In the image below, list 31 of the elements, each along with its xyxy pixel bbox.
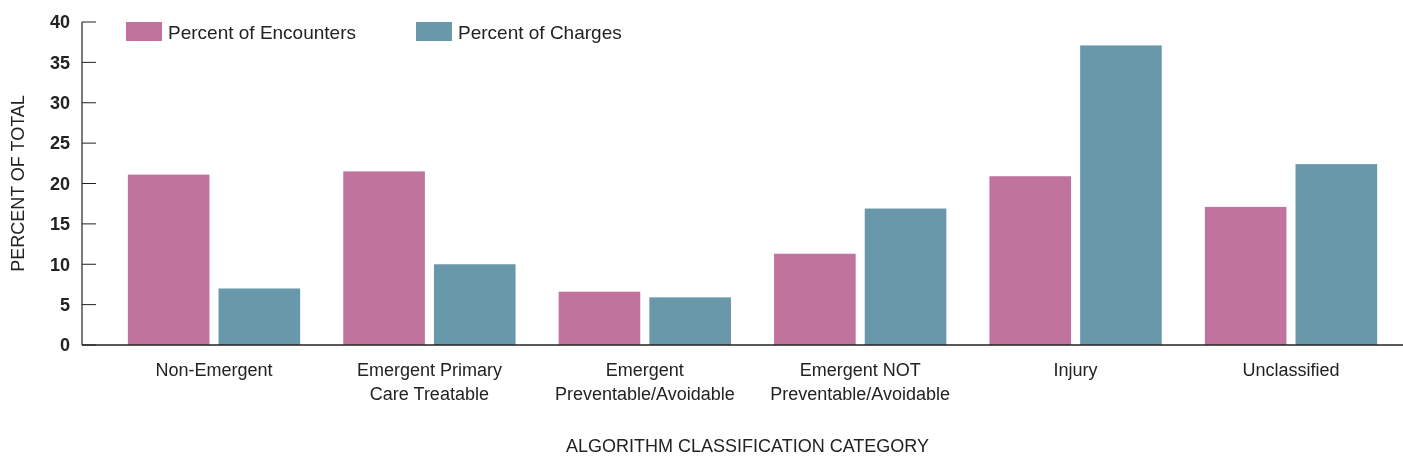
bar bbox=[558, 291, 641, 345]
y-axis-title: PERCENT OF TOTAL bbox=[8, 95, 28, 272]
x-tick-label: Non-Emergent bbox=[155, 360, 273, 380]
x-axis-title: ALGORITHM CLASSIFICATION CATEGORY bbox=[565, 436, 930, 456]
bar bbox=[774, 253, 856, 345]
bar bbox=[343, 171, 425, 345]
bar bbox=[127, 174, 210, 345]
y-tick-label: 30 bbox=[49, 93, 70, 114]
bar bbox=[864, 208, 947, 345]
x-tick-label: Emergent NOT Preventable/Avoidable bbox=[770, 360, 951, 404]
bar bbox=[989, 176, 1072, 345]
y-tick-label: 20 bbox=[49, 173, 70, 194]
bar bbox=[1204, 206, 1287, 345]
x-tick-label: Injury bbox=[1053, 360, 1098, 380]
bar bbox=[1080, 45, 1162, 345]
bar bbox=[218, 288, 301, 345]
bar bbox=[649, 297, 731, 345]
y-tick-label: 5 bbox=[59, 294, 70, 315]
bar bbox=[433, 264, 516, 345]
x-tick-label: Emergent Preventable/Avoidable bbox=[554, 360, 735, 404]
bar bbox=[1295, 164, 1378, 345]
y-tick-label: 10 bbox=[49, 254, 70, 275]
legend-label: Percent of Charges bbox=[458, 21, 622, 43]
y-tick-label: 25 bbox=[49, 133, 70, 154]
legend-label: Percent of Encounters bbox=[168, 21, 356, 43]
x-tick-label: Emergent Primary Care Treatable bbox=[356, 360, 502, 404]
y-tick-label: 15 bbox=[49, 214, 70, 235]
y-tick-label: 35 bbox=[49, 52, 70, 73]
x-tick-label: Unclassified bbox=[1242, 360, 1340, 380]
y-tick-label: 0 bbox=[59, 335, 70, 356]
y-tick-label: 40 bbox=[49, 12, 70, 33]
